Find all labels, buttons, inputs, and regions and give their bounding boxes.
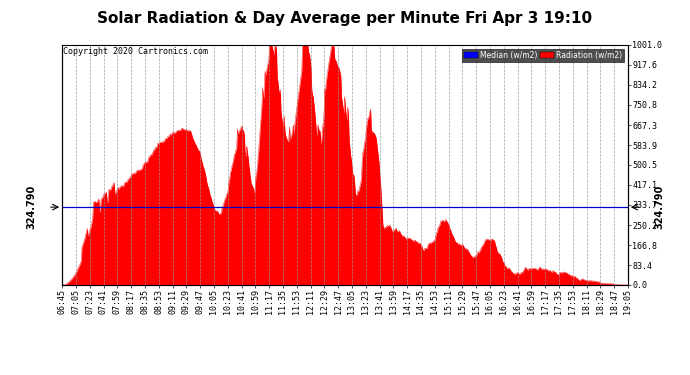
Text: Solar Radiation & Day Average per Minute Fri Apr 3 19:10: Solar Radiation & Day Average per Minute…	[97, 11, 593, 26]
Text: 324.790: 324.790	[26, 185, 36, 229]
Text: Copyright 2020 Cartronics.com: Copyright 2020 Cartronics.com	[63, 47, 208, 56]
Text: 324.790: 324.790	[654, 185, 664, 229]
Legend: Median (w/m2), Radiation (w/m2): Median (w/m2), Radiation (w/m2)	[462, 49, 624, 62]
